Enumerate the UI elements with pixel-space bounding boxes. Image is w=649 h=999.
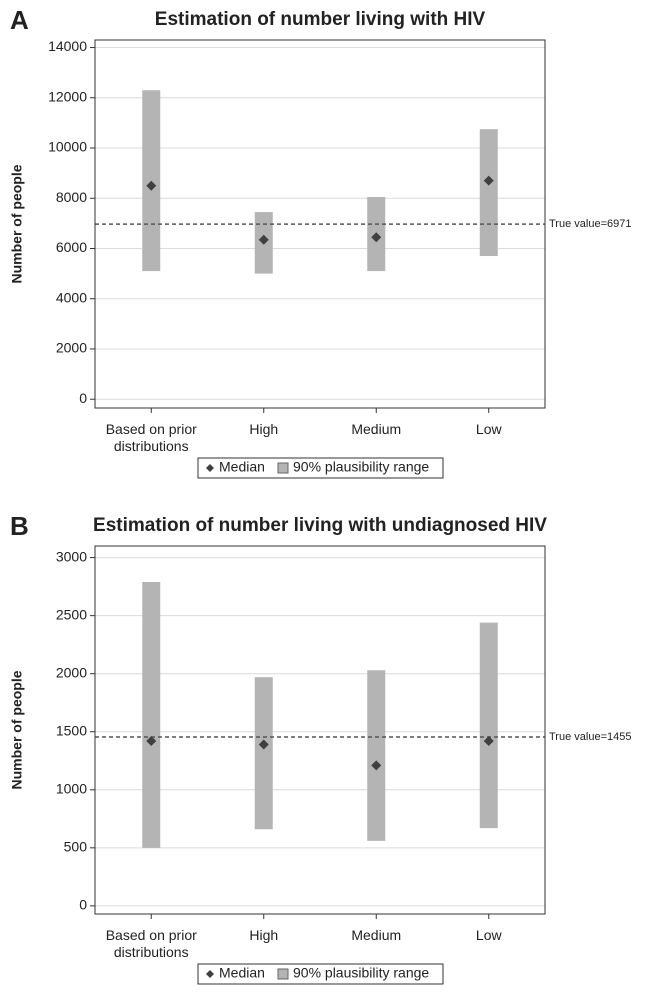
range-bar [142, 581, 161, 848]
y-axis-label: Number of people [9, 670, 25, 789]
range-bar [142, 90, 161, 272]
legend-marker [206, 970, 214, 978]
y-tick-label: 12000 [48, 88, 87, 104]
legend-label: 90% plausibility range [293, 459, 429, 475]
legend-label: Median [219, 459, 265, 475]
y-tick-label: 0 [79, 390, 87, 406]
legend-label: Median [219, 965, 265, 981]
y-tick-label: 4000 [56, 289, 87, 305]
x-tick-label: Medium [351, 927, 402, 943]
median-marker [371, 232, 382, 243]
y-tick-label: 6000 [56, 239, 87, 255]
median-marker [258, 234, 269, 245]
median-marker [258, 739, 269, 750]
chart: B Estimation of number living with undiag… [9, 511, 631, 985]
y-tick-label: 2000 [56, 664, 87, 680]
legend-box [197, 457, 444, 479]
plot-frame [94, 545, 546, 915]
y-tick-label: 1500 [56, 722, 87, 738]
reference-label: True value=1455 [549, 731, 631, 743]
y-tick-label: 500 [64, 839, 88, 855]
y-tick-label: 0 [79, 897, 87, 913]
chart: A Estimation of number living with HIV Num… [9, 5, 631, 479]
range-bar [254, 677, 273, 830]
legend-swatch [277, 968, 289, 980]
median-marker [146, 180, 157, 191]
legend-marker [206, 464, 214, 472]
range-bar [479, 622, 498, 829]
median-marker [146, 736, 157, 747]
y-tick-label: 14000 [48, 38, 87, 54]
x-tick-label: High [249, 421, 279, 437]
y-tick-label: 8000 [56, 189, 87, 205]
y-tick-label: 2000 [56, 340, 87, 356]
legend-box [197, 963, 444, 985]
median-marker [371, 760, 382, 771]
legend-swatch [277, 462, 289, 474]
y-tick-label: 2500 [56, 606, 87, 622]
x-tick-label: Medium [351, 421, 402, 437]
panel-label: A [10, 5, 29, 35]
median-marker [483, 175, 494, 186]
chart-title: Estimation of number living with HIV [155, 9, 486, 30]
range-bar [479, 129, 498, 257]
range-bar [367, 670, 386, 841]
panel-label: B [10, 511, 29, 541]
reference-label: True value=6971 [549, 218, 631, 230]
x-tick-label: Low [475, 927, 502, 943]
median-marker [483, 736, 494, 747]
y-tick-label: 10000 [48, 139, 87, 155]
x-tick-label: Low [475, 421, 502, 437]
y-tick-label: 3000 [56, 548, 87, 564]
legend-label: 90% plausibility range [293, 965, 429, 981]
x-tick-label: Based on prior distributions [105, 927, 197, 960]
chart-title: Estimation of number living with undiagn… [93, 515, 547, 536]
y-axis-label: Number of people [9, 164, 25, 283]
x-tick-label: Based on prior distributions [105, 421, 197, 454]
plot-frame [94, 39, 546, 409]
x-tick-label: High [249, 927, 279, 943]
y-tick-label: 1000 [56, 780, 87, 796]
